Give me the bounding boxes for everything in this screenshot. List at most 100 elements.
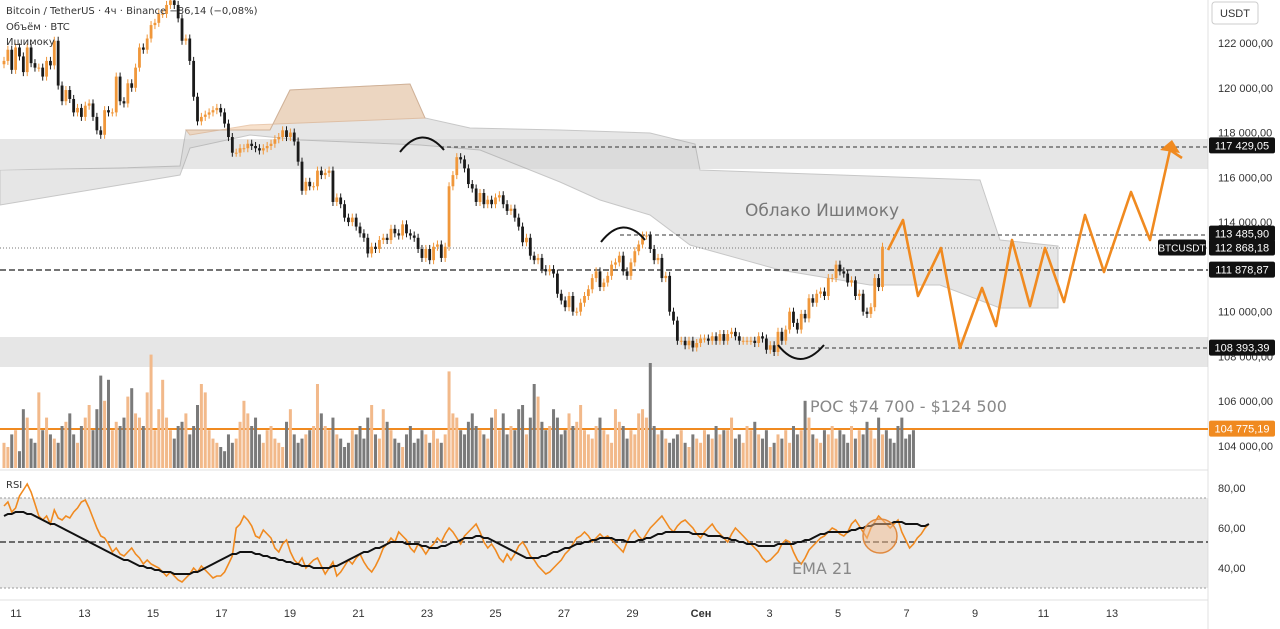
symbol-line: Bitcoin / TetherUS · 4ч · Binance −86,14… [6,6,258,17]
volume-bar [799,430,803,468]
volume-bar [764,430,768,468]
volume-bar [795,434,799,468]
price-label: 112 868,18 BTCUSDT [1158,239,1275,256]
candle [203,110,207,121]
volume-bar [819,442,823,468]
candle-body [617,255,621,263]
volume-bar [335,434,339,468]
volume-bar [563,430,567,468]
candle [768,341,772,354]
volume-bar [455,417,459,468]
volume-bar [629,430,633,468]
time-tick: 15 [147,608,159,620]
candle [408,229,412,240]
price-tick: 120 000,00 [1218,83,1273,95]
candle [316,166,319,191]
volume-bar [358,426,362,468]
candle-body [772,345,776,352]
candle [14,43,18,74]
price-label-box [1209,137,1275,154]
candle [33,59,37,72]
volume-bar [180,421,184,468]
candle-body [29,47,33,64]
candle [99,126,103,139]
price-label: 111 878,87 [1209,261,1275,278]
candle [552,265,555,278]
candle [691,336,695,352]
candle-body [784,329,788,341]
candle-body [161,13,165,15]
candle [91,99,95,121]
volume-bar [165,417,169,468]
volume-bar [83,417,87,468]
volume-bar [722,430,726,468]
candle-body [157,13,161,23]
volume-bar [404,434,408,468]
candle-body [513,208,517,218]
candle [834,260,838,283]
candle [277,133,281,144]
volume-bar [675,434,679,468]
volume-bar [687,447,691,468]
candle [726,330,730,345]
candle-body [788,311,792,330]
volume-bar [660,430,664,468]
candle-body [861,293,865,312]
candle [385,233,389,245]
volume-bar [416,438,420,468]
candle-body [606,275,610,283]
candle-body [114,76,118,113]
candle-body [234,152,238,154]
candle-body [734,331,737,337]
candle-body [18,47,21,57]
candle [482,188,486,209]
candle [764,334,768,354]
volume-bar [846,442,850,468]
volume-bar [184,413,188,468]
candle [579,298,583,316]
volume-indicator-label: Объём · BTC [6,22,70,33]
candle-body [223,112,226,124]
candle [377,235,381,254]
volume-bar [110,430,114,468]
candle-body [683,340,687,346]
candle-body [304,181,308,191]
candle [850,276,853,287]
currency-button[interactable] [1211,1,1259,25]
time-tick: 9 [972,608,978,620]
candle [761,332,764,343]
volume-bar [126,396,130,468]
volume-bar [521,405,525,468]
candle-body [176,4,180,19]
candle [308,177,312,191]
candle-body [397,233,401,236]
candle-body [850,280,853,283]
candle-body [401,224,405,236]
candle [602,278,606,292]
volume-bar [149,354,153,468]
candle [718,330,722,345]
volume-bar [884,430,888,468]
candle [234,148,238,157]
candle-body [358,226,362,234]
volume-bar [749,430,753,468]
volume-bar [14,430,18,468]
candle-body [188,38,192,61]
chevron-left-icon[interactable]: ‹ [0,302,16,348]
candle [141,43,145,54]
candle-body [521,226,524,243]
price-label-text: 113 485,90 [1215,229,1269,241]
candle-body [138,47,141,68]
candle [714,332,718,345]
volume-bar [385,421,389,468]
volume-bar [575,421,579,468]
candle [416,233,420,254]
candle-body [811,298,815,303]
candle [710,332,714,345]
candle [443,242,447,262]
price-label-box [1209,339,1275,356]
time-tick: 17 [215,608,227,620]
candle-body [227,123,230,138]
volume-bar [346,442,350,468]
